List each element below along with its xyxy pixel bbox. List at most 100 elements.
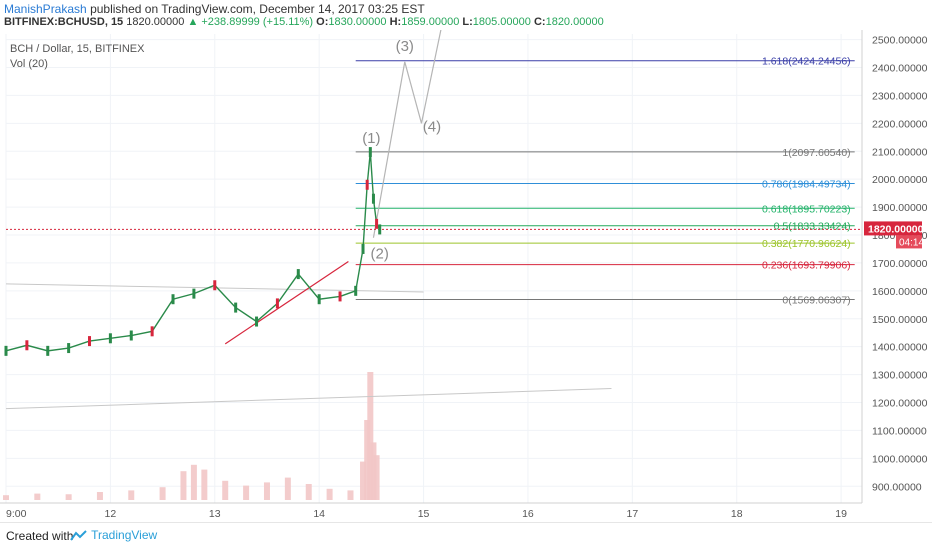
price-candle xyxy=(361,243,365,254)
close-value: 1820.00000 xyxy=(545,16,604,28)
volume-bar xyxy=(326,488,333,500)
rising-trendline xyxy=(224,261,349,345)
volume-bar xyxy=(65,494,72,500)
fib-level-label: 0.5(1833.33424) xyxy=(774,221,851,233)
y-tick-label: 900.00000 xyxy=(872,481,922,493)
fib-level-label: 0.618(1895.70223) xyxy=(762,203,851,215)
tradingview-logo[interactable]: TradingView xyxy=(70,528,157,542)
price-candle xyxy=(67,343,71,354)
price-candle xyxy=(354,285,358,296)
price-candle xyxy=(25,340,29,351)
countdown-tag xyxy=(896,235,922,249)
y-tick-label: 1200.00000 xyxy=(872,398,928,410)
y-tick-label: 1300.00000 xyxy=(872,370,928,382)
volume-bar xyxy=(34,493,41,500)
volume-bar xyxy=(284,477,291,500)
fib-level-label: 1.618(2424.24456) xyxy=(762,56,851,68)
price-candle xyxy=(171,294,175,305)
price-candle xyxy=(129,330,133,341)
volume-bar xyxy=(373,455,380,500)
y-tick-label: 1000.00000 xyxy=(872,453,928,465)
volume-bar xyxy=(243,485,250,500)
price-candle xyxy=(375,218,379,229)
price-candle xyxy=(317,294,321,305)
x-tick-label: 13 xyxy=(209,508,221,520)
y-tick-label: 1100.00000 xyxy=(872,425,927,437)
elliott-wave-label: (1) xyxy=(362,130,380,147)
chart-axes: 2500.00000 2400.00000 2300.00000 2200.00000… xyxy=(0,30,928,520)
volume-bar xyxy=(128,490,135,500)
price-candle xyxy=(368,147,372,158)
current-price-value: 1820.00000 xyxy=(868,223,924,235)
volume-bar xyxy=(222,480,229,500)
x-tick-label: 18 xyxy=(731,508,743,520)
x-tick-label: 15 xyxy=(418,508,430,520)
volume-bar xyxy=(180,471,187,500)
open-value: 1830.00000 xyxy=(328,16,387,28)
x-tick-label: 16 xyxy=(522,508,534,520)
volume-bar xyxy=(159,487,166,500)
x-tick-label: 14 xyxy=(313,508,325,520)
footer: Created with TradingView xyxy=(0,522,932,551)
volume-bar xyxy=(96,492,103,500)
y-tick-label: 1900.00000 xyxy=(872,202,928,214)
price-chart[interactable]: 1.618(2424.24456) 1(2097.60540) 0.786(1984… xyxy=(0,30,932,522)
y-tick-label: 2500.00000 xyxy=(872,35,928,47)
volume-indicator-label: Vol (20) xyxy=(10,58,48,70)
price-candle xyxy=(150,326,154,337)
fib-level-label: 0.382(1770.96624) xyxy=(762,238,851,250)
y-tick-label: 2100.00000 xyxy=(872,146,928,158)
price-candle xyxy=(108,333,112,344)
last-price: 1820.00000 xyxy=(126,16,185,28)
low-value: 1805.00000 xyxy=(472,16,531,28)
fib-level-label: 1(2097.60540) xyxy=(782,147,850,159)
high-label: H: xyxy=(389,16,402,28)
price-candle xyxy=(46,345,50,356)
y-tick-label: 1400.00000 xyxy=(872,342,928,354)
tradingview-brand: TradingView xyxy=(91,528,158,542)
elliott-labels: (1) (2) (3) (4) xyxy=(362,38,441,263)
y-tick-label: 2400.00000 xyxy=(872,63,928,75)
y-tick-label: 2000.00000 xyxy=(872,174,928,186)
price-candle xyxy=(338,291,342,302)
volume-bar xyxy=(347,490,354,500)
volume-bar xyxy=(364,420,371,500)
elliott-wave-label: (2) xyxy=(371,246,389,263)
volume-bar xyxy=(367,372,374,500)
elliott-wave-label: (3) xyxy=(396,38,414,55)
volume-bar xyxy=(370,442,377,500)
price-series xyxy=(4,147,382,356)
open-label: O: xyxy=(316,16,329,28)
price-candle xyxy=(213,280,217,291)
price-candle xyxy=(296,269,300,280)
ohlc-line: BITFINEX:BCHUSD, 15 1820.00000 ▲ +238.89… xyxy=(4,16,604,28)
chart-header: ManishPrakash published on TradingView.c… xyxy=(0,0,932,30)
chart-title: BCH / Dollar, 15, BITFINEX xyxy=(10,43,145,55)
volume-bar xyxy=(360,461,367,500)
volume-bar xyxy=(190,464,197,500)
price-candle xyxy=(192,288,196,299)
price-candle xyxy=(371,193,375,204)
publish-line: ManishPrakash published on TradingView.c… xyxy=(4,2,425,16)
volume-bars xyxy=(3,372,380,500)
price-candle xyxy=(234,302,238,313)
current-price-tag xyxy=(864,221,922,236)
y-tick-label: 1700.00000 xyxy=(872,258,928,270)
x-tick-label: 9:00 xyxy=(6,508,27,520)
price-candle xyxy=(275,298,279,309)
countdown-value: 04:14 xyxy=(899,237,924,248)
fib-level-label: 0.236(1693.79906) xyxy=(762,260,851,272)
elliott-wave-label: (4) xyxy=(423,119,441,136)
close-label: C: xyxy=(533,16,546,28)
created-with-label: Created with xyxy=(6,529,74,543)
price-candle xyxy=(4,345,8,356)
price-candle xyxy=(365,179,369,190)
author-link[interactable]: ManishPrakash xyxy=(4,2,87,16)
drawing-lines xyxy=(5,30,862,410)
support-trendline xyxy=(5,388,612,410)
volume-bar xyxy=(305,484,312,500)
symbol-label: BITFINEX:BCHUSD, 15 xyxy=(4,16,124,28)
publish-info: published on TradingView.com, December 1… xyxy=(90,2,425,16)
high-value: 1859.00000 xyxy=(401,16,460,28)
elliott-wave-projection xyxy=(372,30,442,238)
